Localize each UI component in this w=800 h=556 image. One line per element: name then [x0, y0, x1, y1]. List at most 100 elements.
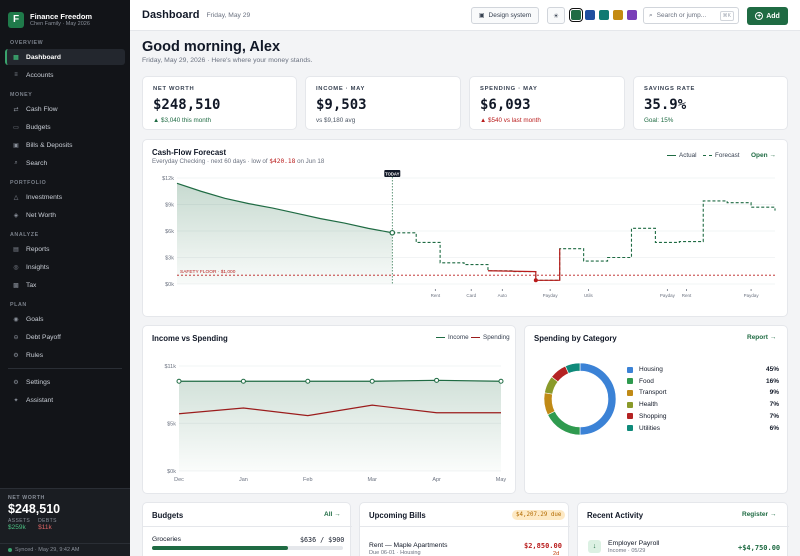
category-row[interactable]: Shopping 7%: [627, 411, 779, 422]
net-worth-label: NET WORTH: [8, 495, 45, 501]
sidebar-item-tax[interactable]: ▩ Tax: [5, 277, 125, 293]
bills-due-badge: $4,207.29 due: [512, 510, 566, 520]
sidebar-item-label: Investments: [26, 193, 63, 201]
spending-line: [178, 404, 501, 417]
kpi-sub: ▲ $3,040 this month: [153, 117, 212, 124]
bill-item-amount: $2,850.00: [524, 542, 562, 550]
kpi-card-net-worth[interactable]: NET WORTH $248,510 ▲ $3,040 this month: [142, 76, 297, 130]
sidebar-item-label: Rules: [26, 351, 44, 359]
sidebar-item-rules[interactable]: ⚙ Rules: [5, 347, 125, 363]
kpi-card-savings-rate[interactable]: SAVINGS RATE 35.9% Goal: 15%: [633, 76, 788, 130]
budgets-all-link[interactable]: All →: [324, 511, 341, 518]
divider: [578, 526, 789, 527]
budgets-card: Budgets All → Groceries $636 / $900: [142, 502, 352, 556]
event-label: Card: [466, 293, 476, 298]
search-input[interactable]: ⌕ Search or jump... ⌘K: [643, 7, 739, 24]
sidebar-item-insights[interactable]: ◎ Insights: [5, 259, 125, 275]
event-label: Payday: [744, 293, 760, 298]
theme-swatch[interactable]: [627, 10, 637, 20]
kpi-card-income[interactable]: INCOME · MAY $9,503 vs $9,180 avg: [305, 76, 461, 130]
category-row[interactable]: Transport 9%: [627, 387, 779, 398]
sidebar-item-label: Tax: [26, 281, 37, 289]
x-tick-label: Mar: [367, 477, 377, 483]
brand[interactable]: F Finance Freedom Chen Family · May 2026: [0, 0, 130, 31]
sidebar-item-label: Dashboard: [26, 53, 61, 61]
sidebar-item-dashboard[interactable]: ▦ Dashboard: [5, 49, 125, 65]
donut-slice: [564, 362, 581, 374]
income-spending-title: Income vs Spending: [152, 334, 228, 343]
sidebar-item-bills[interactable]: ▣ Bills & Deposits: [5, 137, 125, 153]
kpi-sub: Goal: 15%: [644, 117, 674, 124]
legend-income-label: Income: [448, 334, 469, 341]
category-percent: 45%: [765, 366, 779, 373]
event-label: Payday: [660, 293, 676, 298]
bill-item-name[interactable]: Rent — Maple Apartments: [369, 542, 448, 549]
report-icon: ▤: [13, 246, 19, 253]
sidebar-item-assistant[interactable]: ✦ Assistant: [5, 392, 125, 408]
category-donut-chart: [543, 362, 617, 436]
category-swatch: [627, 366, 633, 373]
theme-swatch[interactable]: [569, 8, 583, 22]
category-report-link[interactable]: Report →: [747, 334, 777, 341]
income-point: [305, 378, 311, 384]
sparkle-icon: ✦: [13, 397, 19, 404]
theme-swatch[interactable]: [585, 10, 595, 20]
sidebar-item-cash-flow[interactable]: ⇄ Cash Flow: [5, 101, 125, 117]
category-row[interactable]: Health 7%: [627, 399, 779, 410]
actual-line: [176, 182, 393, 234]
kpi-value: 35.9%: [644, 97, 687, 113]
forecast-open-link[interactable]: Open →: [751, 152, 776, 159]
sidebar-item-accounts[interactable]: ≡ Accounts: [5, 67, 125, 83]
category-row[interactable]: Utilities 6%: [627, 423, 779, 434]
net-worth-summary[interactable]: NET WORTH $248,510 ASSETS $259k DEBTS $11k: [0, 488, 130, 556]
brand-logo: F: [8, 11, 24, 28]
actual-area: [177, 183, 393, 284]
sidebar-divider: [8, 368, 122, 369]
kpi-value: $9,503: [316, 97, 367, 113]
brand-subtitle: Chen Family · May 2026: [30, 20, 90, 27]
sidebar-item-search[interactable]: ⌕ Search: [5, 155, 125, 171]
category-row[interactable]: Housing 45%: [627, 364, 779, 375]
kpi-sub: ▲ $540 vs last month: [480, 117, 541, 124]
forecast-subtitle-post: on Jun 18: [295, 158, 325, 165]
income-point: [240, 378, 246, 384]
legend-actual-label: Actual: [679, 152, 697, 159]
kpi-card-spending[interactable]: SPENDING · MAY $6,093 ▲ $540 vs last mon…: [469, 76, 625, 130]
event-label: Rent: [682, 293, 692, 298]
sidebar-item-label: Accounts: [26, 71, 54, 79]
brand-title: Finance Freedom: [30, 11, 93, 21]
kpi-label: NET WORTH: [153, 86, 195, 92]
activity-register-link[interactable]: Register →: [742, 511, 777, 518]
activity-item-name[interactable]: Employer Payroll: [608, 540, 660, 547]
search-icon: ⌕: [649, 11, 653, 19]
sidebar-item-budgets[interactable]: ▭ Budgets: [5, 119, 125, 135]
add-button[interactable]: + Add: [747, 7, 788, 25]
x-tick-label: Apr: [432, 477, 441, 483]
theme-swatch[interactable]: [613, 10, 623, 20]
category-percent: 9%: [769, 389, 779, 397]
sidebar-item-goals[interactable]: ◉ Goals: [5, 311, 125, 327]
theme-toggle-button[interactable]: ☀: [547, 7, 565, 24]
donut-slice: [547, 410, 581, 436]
theme-swatch[interactable]: [599, 10, 609, 20]
forecast-line: [392, 200, 776, 281]
design-system-button[interactable]: ▣ Design system: [471, 7, 539, 24]
category-label: Transport: [639, 389, 667, 397]
event-label: Utils: [584, 293, 593, 298]
legend-spending: Spending: [471, 334, 510, 341]
legend-income: Income: [436, 334, 469, 341]
sidebar-item-settings[interactable]: ⚙ Settings: [5, 374, 125, 390]
assets-value: $259k: [8, 524, 26, 531]
sidebar-item-debt-payoff[interactable]: ⊖ Debt Payoff: [5, 329, 125, 345]
activity-item-amount: +$4,750.00: [738, 544, 781, 552]
event-label: Payday: [543, 293, 559, 298]
sun-icon: ☀: [553, 12, 559, 20]
category-row[interactable]: Food 16%: [627, 376, 779, 387]
sidebar-item-investments[interactable]: △ Investments: [5, 189, 125, 205]
nav-section-plan: PLAN: [10, 302, 27, 308]
y-tick-label: $11k: [164, 364, 176, 370]
sidebar-item-net-worth[interactable]: ◈ Net Worth: [5, 207, 125, 223]
kpi-value: $248,510: [153, 97, 221, 113]
sidebar-item-reports[interactable]: ▤ Reports: [5, 241, 125, 257]
